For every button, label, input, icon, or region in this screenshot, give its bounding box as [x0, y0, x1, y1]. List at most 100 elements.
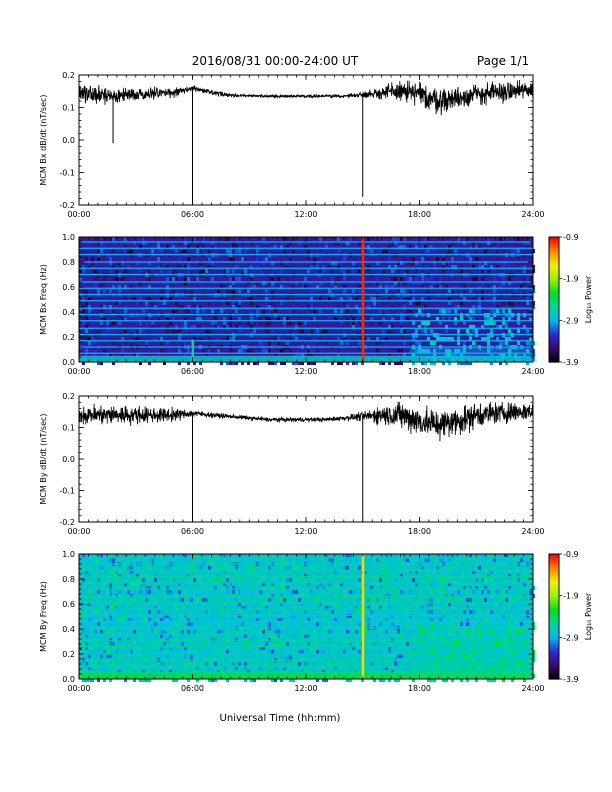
spectrogram-cell	[133, 650, 136, 654]
spectrogram-cell	[331, 618, 334, 622]
spectrogram-cell	[436, 646, 439, 650]
spectrogram-cell	[430, 277, 433, 281]
spectrogram-cell	[184, 582, 187, 586]
spectrogram-cell	[301, 614, 304, 618]
spectrogram-cell	[391, 349, 394, 353]
spectrogram-cell	[382, 590, 385, 594]
spectrogram-cell	[502, 317, 505, 321]
spectrogram-cell	[208, 329, 211, 333]
spectrogram-cell	[427, 289, 430, 293]
spectrogram-cell	[355, 245, 358, 249]
spectrogram-cell	[424, 349, 427, 353]
spectrogram-cell	[409, 329, 412, 333]
spectrogram-cell	[460, 630, 463, 634]
spectrogram-cell	[247, 321, 250, 325]
spectrogram-cell	[490, 353, 493, 357]
spectrogram-cell	[358, 241, 361, 245]
spectrogram-cell	[214, 646, 217, 650]
spectrogram-cell	[82, 678, 85, 682]
spectrogram-cell	[511, 678, 514, 682]
spectrogram-cell	[493, 321, 496, 325]
spectrogram-cell	[160, 634, 163, 638]
spectrogram-cell	[406, 630, 409, 634]
spectrogram-cell	[301, 602, 304, 606]
spectrogram-cell	[121, 257, 124, 261]
x-tick-label: 00:00	[67, 684, 90, 693]
y-tick-label: -0.1	[59, 487, 75, 496]
spectrogram-cell	[226, 269, 229, 273]
spectrogram-cell	[283, 558, 286, 562]
spectrogram-cell	[250, 614, 253, 618]
spectrogram-cell	[481, 650, 484, 654]
spectrogram-cell	[232, 586, 235, 590]
spectrogram-cell	[184, 614, 187, 618]
spectrogram-cell	[238, 349, 241, 353]
spectrogram-cell	[226, 630, 229, 634]
spectrogram-cell	[442, 582, 445, 586]
spectrogram-cell	[367, 265, 370, 269]
spectrogram-cell	[235, 337, 238, 341]
spectrogram-cell	[253, 678, 256, 682]
spectrogram-cell	[268, 650, 271, 654]
spectrogram-cell	[433, 281, 436, 285]
x-tick-label: 00:00	[67, 527, 90, 536]
spectrogram-cell	[529, 578, 532, 582]
spectrogram-cell	[322, 265, 325, 269]
spectrogram-cell	[157, 249, 160, 253]
spectrogram-cell	[445, 237, 448, 241]
spectrogram-cell	[343, 277, 346, 281]
spectrogram-cell	[439, 309, 442, 313]
spectrogram-cell	[409, 341, 412, 345]
spectrogram-cell	[109, 305, 112, 309]
colorbar-swatch	[549, 322, 559, 326]
spectrogram-cell	[496, 297, 499, 301]
spectrogram-cell	[334, 309, 337, 313]
spectrogram-cell	[421, 285, 424, 289]
spectrogram-cell	[505, 642, 508, 646]
spectrogram-cell	[349, 590, 352, 594]
spectrogram-cell	[262, 281, 265, 285]
spectrogram-cell	[97, 241, 100, 245]
spectrogram-cell	[235, 237, 238, 241]
spectrogram-cell	[481, 578, 484, 582]
spectrogram-cell	[130, 554, 133, 558]
spectrogram-cell	[283, 317, 286, 321]
spectrogram-cell	[196, 309, 199, 313]
spectrogram-cell	[280, 582, 283, 586]
spectrogram-cell	[316, 257, 319, 261]
colorbar-swatch	[549, 599, 559, 603]
spectrogram-cell	[265, 281, 268, 285]
spectrogram-cell	[112, 321, 115, 325]
spectrogram-cell	[349, 614, 352, 618]
spectrogram-cell	[445, 245, 448, 249]
spectrogram-cell	[490, 554, 493, 558]
spectrogram-cell	[430, 590, 433, 594]
spectrogram-cell	[478, 630, 481, 634]
spectrogram-cell	[343, 578, 346, 582]
spectrogram-cell	[307, 349, 310, 353]
spectrogram-cell	[124, 582, 127, 586]
spectrogram-cell	[82, 662, 85, 666]
spectrogram-cell	[250, 285, 253, 289]
colorbar-swatch	[549, 303, 559, 307]
spectrogram-cell	[79, 289, 82, 293]
spectrogram-cell	[490, 590, 493, 594]
spectrogram-cell	[199, 269, 202, 273]
spectrogram-cell	[208, 249, 211, 253]
spectrogram-cell	[184, 610, 187, 614]
y-tick-label: 0.1	[62, 424, 75, 433]
spectrogram-cell	[106, 646, 109, 650]
spectrogram-cell	[523, 325, 526, 329]
spectrogram-cell	[391, 598, 394, 602]
spectrogram-cell	[442, 361, 445, 365]
spectrogram-cell	[283, 622, 286, 626]
spectrogram-cell	[436, 610, 439, 614]
spectrogram-cell	[85, 325, 88, 329]
spectrogram-cell	[337, 305, 340, 309]
spectrogram-cell	[472, 558, 475, 562]
spectrogram-cell	[523, 301, 526, 305]
spectrogram-cell	[463, 285, 466, 289]
spectrogram-cell	[280, 634, 283, 638]
x-tick-label: 24:00	[521, 527, 544, 536]
colorbar-swatch	[549, 241, 559, 244]
